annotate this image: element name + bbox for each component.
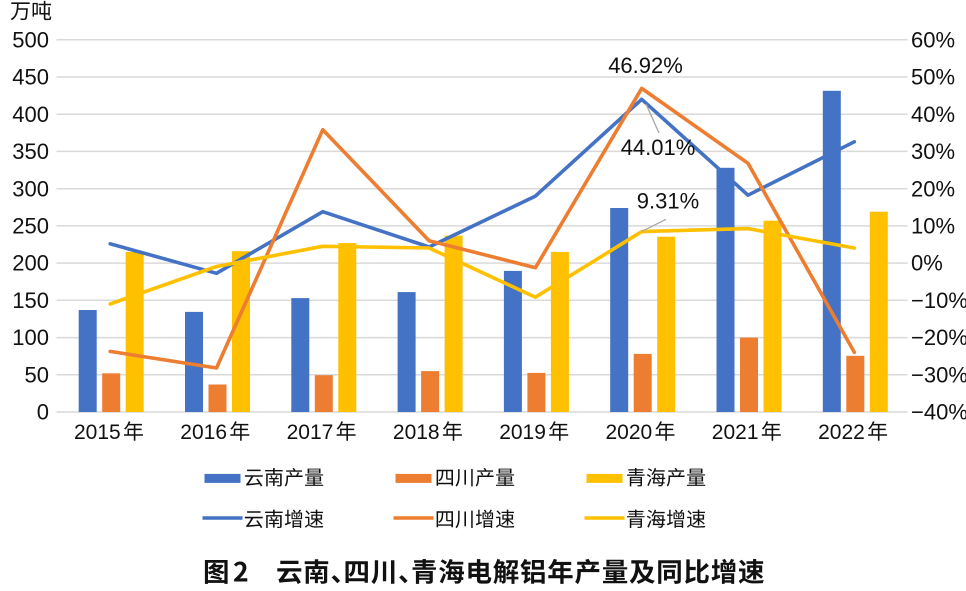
svg-text:400: 400	[12, 102, 49, 127]
svg-text:350: 350	[12, 139, 49, 164]
svg-text:−20%: −20%	[911, 325, 966, 350]
svg-text:2022: 2022	[818, 421, 865, 444]
svg-text:46.92%: 46.92%	[608, 53, 683, 78]
svg-text:2017: 2017	[287, 421, 334, 444]
svg-text:9.31%: 9.31%	[637, 189, 699, 214]
svg-text:20%: 20%	[911, 176, 955, 201]
svg-text:44.01%: 44.01%	[621, 135, 696, 160]
svg-text:50: 50	[25, 362, 49, 387]
svg-text:40%: 40%	[911, 102, 955, 127]
svg-text:−10%: −10%	[911, 288, 966, 313]
svg-text:100: 100	[12, 325, 49, 350]
svg-text:150: 150	[12, 288, 49, 313]
svg-text:50%: 50%	[911, 65, 955, 90]
svg-text:500: 500	[12, 27, 49, 52]
svg-text:2020: 2020	[606, 421, 653, 444]
svg-text:−30%: −30%	[911, 362, 966, 387]
svg-text:60%: 60%	[911, 27, 955, 52]
svg-text:−40%: −40%	[911, 400, 966, 425]
svg-text:300: 300	[12, 176, 49, 201]
svg-text:2015: 2015	[74, 421, 121, 444]
svg-text:2021: 2021	[712, 421, 759, 444]
svg-text:250: 250	[12, 214, 49, 239]
svg-text:10%: 10%	[911, 214, 955, 239]
svg-text:2016: 2016	[180, 421, 227, 444]
svg-text:30%: 30%	[911, 139, 955, 164]
svg-text:0%: 0%	[911, 251, 943, 276]
svg-text:200: 200	[12, 251, 49, 276]
svg-text:450: 450	[12, 65, 49, 90]
svg-text:0: 0	[37, 400, 49, 425]
svg-text:2018: 2018	[393, 421, 440, 444]
svg-text:2019: 2019	[499, 421, 546, 444]
